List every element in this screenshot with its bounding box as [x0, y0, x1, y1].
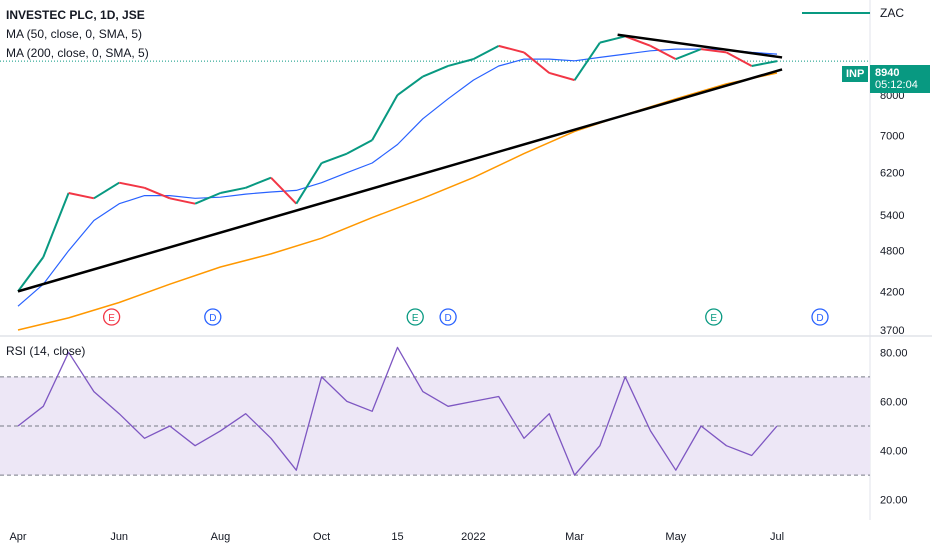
price-candle — [523, 51, 550, 74]
ma200-line — [17, 72, 778, 331]
price-candle — [498, 44, 525, 54]
currency-label: ZAC — [880, 6, 904, 20]
event-marker — [406, 308, 424, 326]
event-label: E — [412, 313, 419, 324]
ma50-legend: MA (50, close, 0, SMA, 5) — [6, 27, 143, 41]
ma50-line — [17, 48, 778, 307]
event-label: D — [444, 313, 451, 324]
price-candle — [725, 51, 753, 67]
price-candle — [17, 256, 45, 292]
price-candle — [220, 186, 246, 194]
rsi-tick-label: 80.00 — [880, 347, 908, 359]
event-marker — [439, 308, 457, 326]
price-candle — [751, 60, 778, 67]
x-tick-label: Aug — [211, 531, 231, 543]
price-candle — [93, 181, 120, 200]
event-marker — [102, 308, 121, 326]
price-tick-label: 4200 — [880, 286, 904, 298]
event-label: D — [816, 313, 823, 324]
x-tick-label: May — [665, 531, 686, 543]
price-tick-label: 8000 — [880, 90, 904, 102]
price-candle — [245, 176, 272, 189]
chart-title: INVESTEC PLC, 1D, JSE — [6, 8, 145, 22]
event-marker — [811, 308, 829, 326]
price-candle — [346, 139, 373, 155]
x-tick-label: Jun — [110, 531, 128, 543]
rsi-legend: RSI (14, close) — [6, 344, 86, 358]
price-tick-label: 4800 — [880, 246, 904, 258]
price-candle — [599, 35, 626, 44]
price-candle — [371, 94, 399, 141]
price-candle — [447, 58, 474, 67]
price-candle — [700, 48, 727, 54]
price-candle — [624, 35, 651, 47]
event-label: D — [209, 313, 216, 324]
price-candle — [68, 192, 95, 200]
price-candle — [270, 176, 298, 205]
trendline-support — [17, 68, 783, 293]
price-candle — [119, 181, 145, 189]
price-candle — [675, 48, 702, 61]
event-marker — [204, 308, 222, 326]
price-candle — [422, 65, 449, 78]
price-tick-label: 3700 — [880, 325, 904, 337]
x-tick-label: Mar — [565, 531, 584, 543]
price-candle — [42, 192, 70, 258]
price-candle — [573, 42, 601, 81]
x-tick-label: 2022 — [461, 531, 485, 543]
x-tick-label: Jul — [770, 531, 784, 543]
price-tick-label: 7000 — [880, 131, 904, 143]
trendline-resistance — [617, 33, 783, 59]
price-value: 8940 — [875, 67, 900, 79]
price-candle — [144, 186, 171, 200]
price-candle — [169, 197, 196, 205]
ticker-badge[interactable]: INP — [842, 66, 869, 82]
price-tick-label: 5400 — [880, 210, 904, 222]
rsi-tick-label: 60.00 — [880, 396, 908, 408]
price-tick-label: 6200 — [880, 168, 904, 180]
x-tick-label: 15 — [391, 531, 403, 543]
rsi-tick-label: 40.00 — [880, 446, 908, 458]
price-candle — [295, 162, 323, 205]
x-tick-label: Oct — [313, 531, 330, 543]
event-label: E — [710, 313, 717, 324]
price-candle — [396, 75, 424, 96]
ma200-legend: MA (200, close, 0, SMA, 5) — [6, 46, 149, 60]
price-candle — [194, 192, 221, 205]
currency-legend: ZAC — [802, 6, 904, 20]
currency-line-icon — [802, 12, 870, 14]
rsi-line — [17, 346, 778, 476]
price-candle — [321, 152, 348, 164]
event-marker — [705, 308, 723, 326]
rsi-tick-label: 20.00 — [880, 495, 908, 507]
countdown-value: 05:12:04 — [875, 79, 918, 91]
event-label: E — [108, 313, 115, 324]
price-candle — [549, 72, 575, 82]
price-badge[interactable]: 8940 05:12:04 — [870, 65, 930, 93]
price-candle — [472, 44, 500, 61]
x-tick-label: Apr — [9, 531, 26, 543]
price-candle — [650, 44, 677, 61]
